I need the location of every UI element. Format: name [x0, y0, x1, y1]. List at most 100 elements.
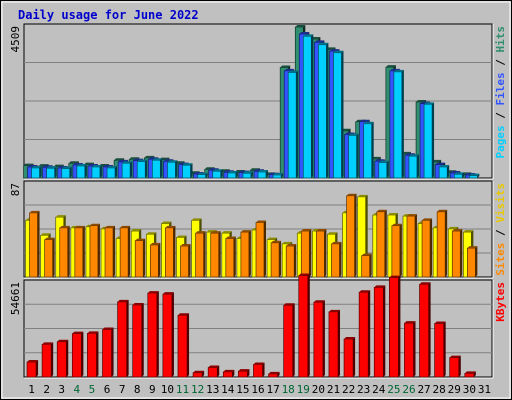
bar-top-shade: [122, 161, 133, 164]
bar-top-shade: [221, 231, 232, 234]
bar-side-shade: [338, 309, 341, 377]
bar-kbytes-day-18: [283, 304, 294, 378]
bar-side-shade: [205, 172, 208, 178]
bar-side-shade: [324, 229, 327, 277]
bar-pages-day-23: [363, 123, 373, 179]
bar-sites-day-11: [180, 245, 189, 278]
bar-kbytes-day-24: [373, 287, 384, 378]
x-tick-label: 11: [176, 383, 189, 396]
x-tick-label: 9: [149, 383, 156, 396]
bar-side-shade: [383, 285, 386, 377]
bar-side-shade: [156, 291, 159, 377]
bar-top-shade: [152, 158, 163, 161]
bar-top-shade: [298, 273, 310, 276]
bar-top-shade: [120, 225, 131, 228]
side-legend-kbytes: KBytes: [494, 282, 507, 322]
bar-top-shade: [313, 300, 325, 303]
bar-top-shade: [40, 233, 51, 236]
bar-kbytes-day-27: [419, 283, 429, 378]
bar-side-shade: [141, 302, 144, 377]
bar-side-shade: [371, 121, 374, 178]
bar-top-shade: [27, 360, 39, 363]
bar-sites-day-4: [74, 227, 84, 278]
side-legend-part: Hits: [494, 26, 507, 53]
bar-sites-day-29: [451, 230, 461, 278]
x-tick-label: 18: [282, 383, 295, 396]
bar-side-shade: [368, 290, 371, 377]
bar-kbytes-day-29: [449, 357, 460, 378]
x-tick-label: 4: [74, 383, 81, 396]
bar-top-shade: [357, 194, 368, 197]
bar-pages-day-28: [438, 166, 448, 179]
y-max-label: 87: [9, 183, 22, 196]
bar-kbytes-day-12: [192, 372, 203, 378]
bar-kbytes-day-13: [207, 367, 218, 378]
bar-top-shade: [87, 331, 99, 334]
bar-kbytes-day-2: [41, 343, 52, 378]
x-tick-label: 6: [104, 383, 111, 396]
bar-side-shade: [386, 160, 389, 178]
bar-side-shade: [188, 244, 191, 277]
bar-side-shade: [339, 241, 342, 277]
bar-sites-day-30: [467, 247, 476, 278]
bar-top-shade: [359, 290, 371, 293]
bar-side-shade: [232, 369, 235, 377]
x-tick-label: 3: [58, 383, 65, 396]
bar-top-shade: [197, 172, 208, 175]
bar-pages-day-1: [31, 167, 40, 179]
bar-top-shade: [191, 218, 202, 221]
bar-top-shade: [404, 321, 416, 324]
side-legend-part: Sites: [494, 243, 507, 276]
bar-side-shade: [473, 371, 476, 377]
bar-side-shade: [264, 220, 266, 277]
bar-top-shade: [225, 236, 236, 239]
bar-side-shade: [247, 369, 250, 377]
bar-side-shade: [432, 102, 435, 178]
bar-top-shade: [406, 214, 417, 217]
bar-pages-day-22: [348, 135, 357, 179]
bar-side-shade: [173, 225, 176, 277]
bar-side-shade: [36, 360, 39, 377]
bar-top-shade: [469, 173, 480, 176]
bar-sites-day-18: [285, 245, 295, 278]
bar-top-shade: [177, 313, 190, 316]
bar-side-shade: [175, 160, 178, 178]
bar-top-shade: [182, 163, 193, 166]
bar-top-shade: [346, 193, 357, 196]
bar-top-shade: [374, 285, 386, 288]
bar-top-shade: [147, 291, 159, 294]
x-tick-label: 17: [266, 383, 279, 396]
bar-side-shade: [294, 244, 297, 277]
x-tick-label: 13: [206, 383, 219, 396]
bar-side-shade: [82, 225, 85, 277]
bar-sites-day-28: [436, 211, 446, 278]
bar-kbytes-day-28: [434, 323, 445, 378]
bar-sites-day-21: [331, 243, 340, 278]
bar-side-shade: [248, 230, 251, 277]
bar-side-shade: [281, 172, 284, 178]
bar-kbytes-day-9: [147, 292, 158, 378]
bar-kbytes-day-8: [132, 304, 143, 378]
bar-side-shade: [145, 159, 148, 178]
bar-side-shade: [296, 70, 299, 178]
bar-kbytes-day-6: [102, 329, 112, 378]
bar-pages-day-16: [257, 171, 267, 179]
bar-top-shade: [253, 362, 265, 365]
bar-side-shade: [69, 166, 72, 178]
bar-side-shade: [52, 237, 55, 277]
bar-top-shade: [165, 225, 176, 228]
bar-top-shade: [227, 170, 238, 173]
bar-top-shade: [31, 165, 42, 168]
bar-sites-day-5: [89, 225, 99, 278]
bar-sites-day-19: [300, 230, 310, 278]
bar-pages-day-3: [61, 168, 71, 179]
bar-pages-day-4: [76, 165, 86, 179]
bar-top-shade: [256, 220, 266, 223]
bar-sites-day-9: [149, 244, 159, 278]
bar-kbytes-day-5: [87, 332, 97, 378]
x-tick-label: 30: [463, 383, 476, 396]
bar-side-shade: [187, 313, 190, 377]
bar-top-shade: [271, 240, 282, 243]
bar-sites-day-15: [240, 231, 250, 278]
y-max-label: 4509: [9, 26, 22, 53]
